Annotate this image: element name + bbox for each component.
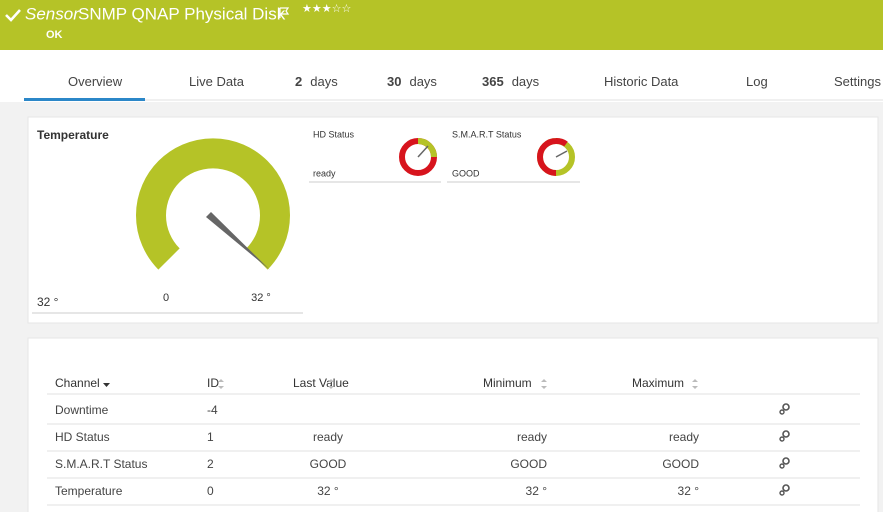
- tab-label: Log: [746, 74, 768, 89]
- ok-check-icon: [5, 9, 21, 22]
- table-cell: 0: [207, 484, 214, 498]
- channel-settings-icon[interactable]: [779, 484, 790, 496]
- tab-number: 30: [387, 74, 401, 89]
- table-cell: ready: [517, 430, 547, 444]
- temperature-gauge-arc: [136, 138, 290, 270]
- smart-status-needle: [555, 150, 568, 158]
- table-cell: 32 °: [678, 484, 700, 498]
- table-cell: 32 °: [317, 484, 339, 498]
- sensor-status: OK: [46, 29, 63, 41]
- gear-large: [782, 403, 790, 411]
- table-cell: Downtime: [55, 403, 109, 417]
- tab-bar: [0, 50, 883, 102]
- flag-icon[interactable]: [279, 7, 290, 18]
- tab[interactable]: Overview: [68, 74, 123, 89]
- gauge-value: 32 °: [37, 295, 59, 309]
- tab-label: Overview: [68, 74, 123, 89]
- tab-label: Live Data: [189, 74, 245, 89]
- header-bar: [0, 0, 883, 50]
- gear-small: [779, 436, 785, 442]
- gauge-panel: [27, 116, 879, 324]
- sensor-title: SNMP QNAP Physical Disk: [78, 4, 286, 23]
- channel-settings-icon[interactable]: [779, 403, 790, 415]
- table-cell: GOOD: [662, 457, 699, 471]
- sort-indicator[interactable]: [328, 379, 334, 389]
- active-tab-indicator: [24, 98, 145, 101]
- gauge-title: S.M.A.R.T Status: [452, 129, 522, 139]
- channel-table: Channel ID Last Value Minimum Maximum Downtim…: [47, 376, 860, 506]
- tab[interactable]: 365 days: [482, 74, 540, 89]
- sort-arrow: [103, 383, 110, 387]
- tab-unit: days: [310, 74, 338, 89]
- table-cell: 1: [207, 430, 214, 444]
- column-header[interactable]: Channel: [55, 376, 100, 390]
- table-cell: Temperature: [55, 484, 123, 498]
- gauge-needle: [206, 212, 270, 270]
- tab[interactable]: Log: [746, 74, 768, 89]
- gear-large: [782, 430, 790, 438]
- tab-label: Historic Data: [604, 74, 679, 89]
- table-cell: GOOD: [310, 457, 347, 471]
- tab-number: 2: [295, 74, 302, 89]
- table-cell: ready: [313, 430, 343, 444]
- table-cell: -4: [207, 403, 218, 417]
- gauge-title: HD Status: [313, 129, 355, 139]
- gauge-value: ready: [313, 168, 336, 178]
- tab-label: Settings: [834, 74, 881, 89]
- gear-small: [779, 463, 785, 469]
- tab[interactable]: Settings: [834, 74, 881, 89]
- tab-number: 365: [482, 74, 504, 89]
- channel-settings-icon[interactable]: [779, 430, 790, 442]
- tab-unit: days: [409, 74, 437, 89]
- hd-status-needle: [417, 145, 429, 158]
- table-cell: HD Status: [55, 430, 110, 444]
- channel-settings-icon[interactable]: [779, 457, 790, 469]
- table-cell: GOOD: [510, 457, 547, 471]
- tab[interactable]: Historic Data: [604, 74, 679, 89]
- gear-small: [779, 490, 785, 496]
- tab[interactable]: 30 days: [387, 74, 437, 89]
- gauge-value: GOOD: [452, 168, 480, 178]
- sensor-prefix: Sensor: [25, 4, 80, 23]
- gauge-max: 32 °: [251, 292, 271, 304]
- tab[interactable]: 2 days: [295, 74, 338, 89]
- gear-small: [779, 409, 785, 415]
- gauge-title: Temperature: [37, 128, 109, 142]
- priority-stars[interactable]: ★★★☆☆: [302, 3, 351, 15]
- gear-large: [782, 484, 790, 492]
- column-header[interactable]: Minimum: [483, 376, 532, 390]
- channel-panel: [27, 337, 879, 512]
- hd-status-ok-segment: [417, 138, 437, 158]
- tabs: Overview Live Data 2 days 30 days 365 days Histo…: [68, 74, 881, 89]
- gear-large: [782, 457, 790, 465]
- sort-indicator[interactable]: [692, 379, 698, 389]
- column-header[interactable]: ID: [207, 376, 219, 390]
- sort-indicator[interactable]: [218, 379, 224, 389]
- column-header[interactable]: Maximum: [632, 376, 684, 390]
- tab-unit: days: [512, 74, 540, 89]
- table-cell: 2: [207, 457, 214, 471]
- column-header[interactable]: Last Value: [293, 376, 349, 390]
- table-cell: ready: [669, 430, 699, 444]
- gauge-min: 0: [163, 292, 169, 304]
- smart-status-error-segment: [537, 138, 568, 176]
- table-cell: 32 °: [526, 484, 548, 498]
- tab[interactable]: Live Data: [189, 74, 245, 89]
- sort-indicator[interactable]: [541, 379, 547, 389]
- table-cell: S.M.A.R.T Status: [55, 457, 147, 471]
